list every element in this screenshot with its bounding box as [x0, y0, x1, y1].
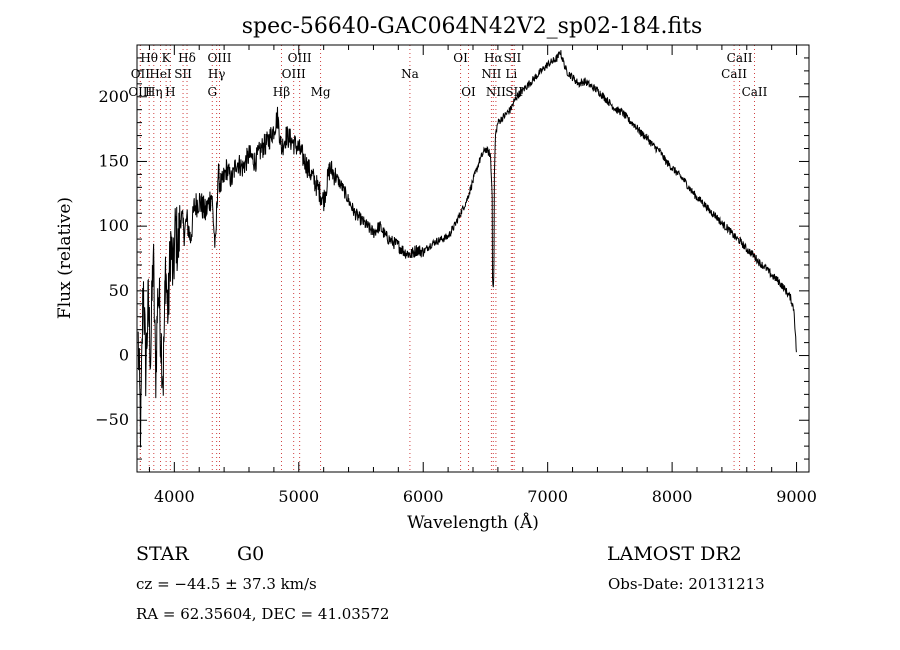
x-tick-label: 6000	[403, 487, 444, 506]
spectral-line-label: Hδ	[178, 51, 196, 65]
spectral-line-label: OIII	[282, 67, 306, 81]
y-tick-label: −50	[95, 410, 129, 429]
spectral-line-label: CaII	[721, 67, 747, 81]
spectral-line-label: CaII	[742, 85, 768, 99]
spectral-line-label: OII	[131, 67, 151, 81]
redshift-cz: cz = −44.5 ± 37.3 km/s	[136, 575, 317, 593]
axis-ticks: 4000 5000 6000 7000 8000 9000 −50 0 50 100 150 200	[95, 45, 817, 506]
spectral-line-label: SII	[504, 51, 522, 65]
spectral-line-label: Hγ	[208, 67, 226, 81]
spectral-line-label: Na	[401, 67, 419, 81]
y-tick-label: 150	[98, 151, 129, 170]
spectrum-line	[137, 50, 797, 448]
x-axis-label: Wavelength (Å)	[407, 512, 539, 533]
subclass: G0	[237, 543, 264, 565]
spectral-line-label: OIII	[207, 51, 231, 65]
chart-title: spec-56640-GAC064N42V2_sp02-184.fits	[242, 14, 703, 39]
spectral-line-label: K	[162, 51, 172, 65]
y-tick-label: 100	[98, 216, 129, 235]
spectral-line-label: SII	[174, 67, 192, 81]
plot-frame	[136, 44, 810, 473]
obs-date: Obs-Date: 20131213	[608, 575, 765, 593]
y-tick-label: 0	[119, 346, 129, 365]
y-axis-label: Flux (relative)	[55, 197, 75, 319]
spectral-line-label: G	[207, 85, 217, 99]
spectral-line-markers	[139, 45, 755, 472]
info-panel: STAR G0 LAMOST DR2 cz = −44.5 ± 37.3 km/…	[136, 543, 765, 623]
x-tick-label: 8000	[652, 487, 693, 506]
spectral-line-label: Hα	[484, 51, 503, 65]
y-tick-label: 50	[109, 281, 129, 300]
x-tick-label: 9000	[776, 487, 817, 506]
spectral-line-label: CaII	[727, 51, 753, 65]
spectral-line-label: HeI	[149, 67, 172, 81]
spectral-line-label: Hη	[145, 85, 163, 99]
spectral-line-label: Mg	[311, 85, 331, 99]
x-tick-label: 4000	[154, 487, 195, 506]
spectral-line-label: OI	[461, 85, 476, 99]
object-class: STAR	[136, 543, 189, 565]
spectral-line-label: Hβ	[273, 85, 290, 99]
coordinates: RA = 62.35604, DEC = 41.03572	[136, 605, 389, 623]
spectral-line-label: H	[165, 85, 175, 99]
spectral-line-label: SII	[505, 85, 523, 99]
x-tick-label: 7000	[527, 487, 568, 506]
spectral-line-label: OIII	[128, 85, 152, 99]
spectral-line-label: Li	[505, 67, 517, 81]
y-tick-label: 200	[98, 87, 129, 106]
spectral-line-label: Hθ	[140, 51, 158, 65]
x-tick-label: 5000	[278, 487, 319, 506]
spectral-line-label: NII	[481, 67, 501, 81]
spectral-line-label: NII	[486, 85, 506, 99]
spectral-line-label: OIII	[288, 51, 312, 65]
spectral-line-label: OI	[453, 51, 468, 65]
survey-name: LAMOST DR2	[607, 543, 742, 565]
